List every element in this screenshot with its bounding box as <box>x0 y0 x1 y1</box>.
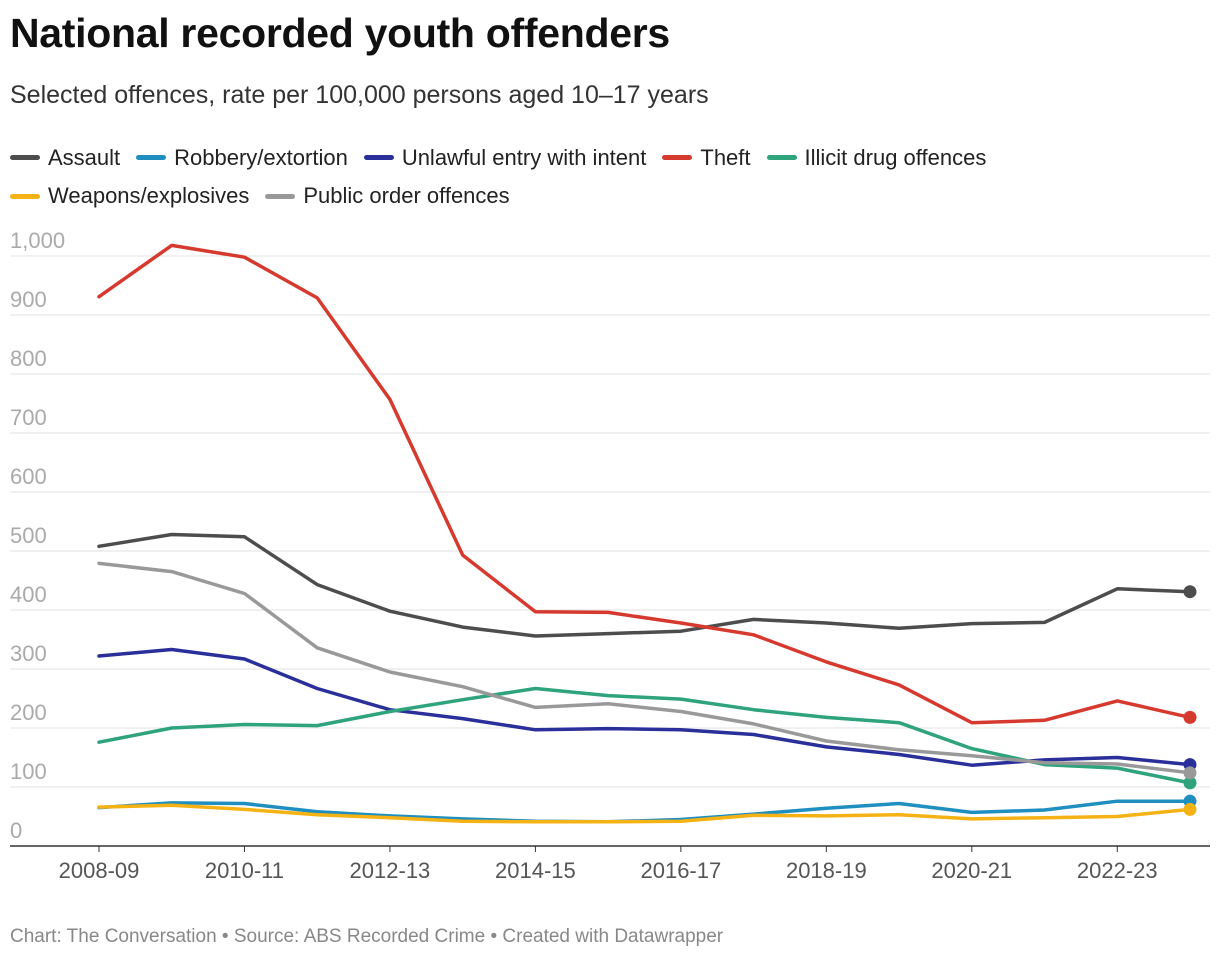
legend-swatch <box>363 155 394 160</box>
x-tick-label: 2018-19 <box>786 858 867 883</box>
y-tick-label: 1,000 <box>10 228 65 253</box>
x-tick-label: 2010-11 <box>205 858 284 883</box>
chart-grid <box>10 255 1210 847</box>
y-tick-label: 600 <box>10 464 47 489</box>
legend-item-public-order-offences: Public order offences <box>265 179 510 213</box>
chart-legend: Assault Robbery/extortion Unlawful entry w… <box>10 136 1200 213</box>
legend-label: Assault <box>48 144 121 170</box>
series-endpoint-public-order-offences <box>1183 766 1197 780</box>
legend-item-theft: Theft <box>662 141 751 175</box>
series-endpoint-assault <box>1183 585 1197 599</box>
legend-label: Illicit drug offences <box>804 144 987 170</box>
y-tick-label: 900 <box>10 287 47 312</box>
y-tick-label: 200 <box>10 700 47 725</box>
legend-label: Theft <box>700 144 751 170</box>
series-weapons-explosives <box>97 802 1197 824</box>
legend-label: Unlawful entry with intent <box>401 144 647 170</box>
series-line-public-order-offences <box>97 561 1192 775</box>
legend-swatch <box>10 155 40 160</box>
legend-label: Public order offences <box>303 183 510 208</box>
series-public-order-offences <box>97 561 1197 780</box>
series-unlawful-entry-with-intent <box>97 647 1197 772</box>
legend-item-assault: Assault <box>10 141 120 175</box>
series-theft <box>97 243 1197 725</box>
legend-swatch <box>766 155 797 160</box>
series-illicit-drug-offences <box>97 686 1197 790</box>
line-chart: 0 100 200 300 400 500 600 700 800 900 1,000 2008-0… <box>10 228 1210 883</box>
y-tick-label: 300 <box>10 641 47 666</box>
x-tick-label: 2014-15 <box>495 858 576 883</box>
legend-label: Robbery/extortion <box>174 144 348 170</box>
y-tick-label: 700 <box>10 405 47 430</box>
series-endpoint-theft <box>1183 710 1197 724</box>
x-tick-label: 2008-09 <box>59 858 140 883</box>
chart-footer: Chart: The Conversation • Source: ABS Re… <box>10 926 724 947</box>
legend-item-robbery-extortion: Robbery/extortion <box>136 141 348 175</box>
x-axis-ticks: 2008-09 2010-11 2012-13 2014-15 2016-17 2018-… <box>59 846 1158 883</box>
series-line-assault <box>97 532 1192 638</box>
legend-swatch <box>136 155 167 160</box>
x-tick-label: 2016-17 <box>640 858 721 883</box>
series-endpoint-weapons-explosives <box>1183 802 1197 816</box>
legend-label: Weapons/explosives <box>48 183 250 208</box>
y-tick-label: 400 <box>10 582 47 607</box>
series-line-weapons-explosives <box>97 803 1192 824</box>
x-tick-label: 2020-21 <box>931 858 1012 883</box>
legend-swatch <box>662 155 693 160</box>
y-tick-label: 100 <box>10 759 47 784</box>
legend-swatch <box>10 193 40 199</box>
y-tick-label: 500 <box>10 523 47 548</box>
legend-item-weapons-explosives: Weapons/explosives <box>10 179 249 213</box>
legend-swatch <box>265 193 296 199</box>
series-line-illicit-drug-offences <box>97 686 1192 785</box>
series-endpoint-illicit-drug-offences <box>1183 776 1197 790</box>
y-axis-ticks: 0 100 200 300 400 500 600 700 800 900 1,000 <box>10 228 65 843</box>
series-line-theft <box>97 243 1192 725</box>
x-tick-label: 2012-13 <box>350 858 431 883</box>
legend-item-illicit-drug-offences: Illicit drug offences <box>766 141 987 175</box>
series-assault <box>97 532 1197 638</box>
chart-series <box>97 243 1197 824</box>
chart-subtitle: Selected offences, rate per 100,000 pers… <box>10 81 709 109</box>
y-tick-label: 800 <box>10 346 47 371</box>
x-tick-label: 2022-23 <box>1077 858 1158 883</box>
series-line-unlawful-entry-with-intent <box>97 647 1192 767</box>
chart-title: National recorded youth offenders <box>10 10 670 56</box>
legend-item-unlawful-entry-with-intent: Unlawful entry with intent <box>363 141 647 175</box>
y-tick-label: 0 <box>10 818 22 843</box>
